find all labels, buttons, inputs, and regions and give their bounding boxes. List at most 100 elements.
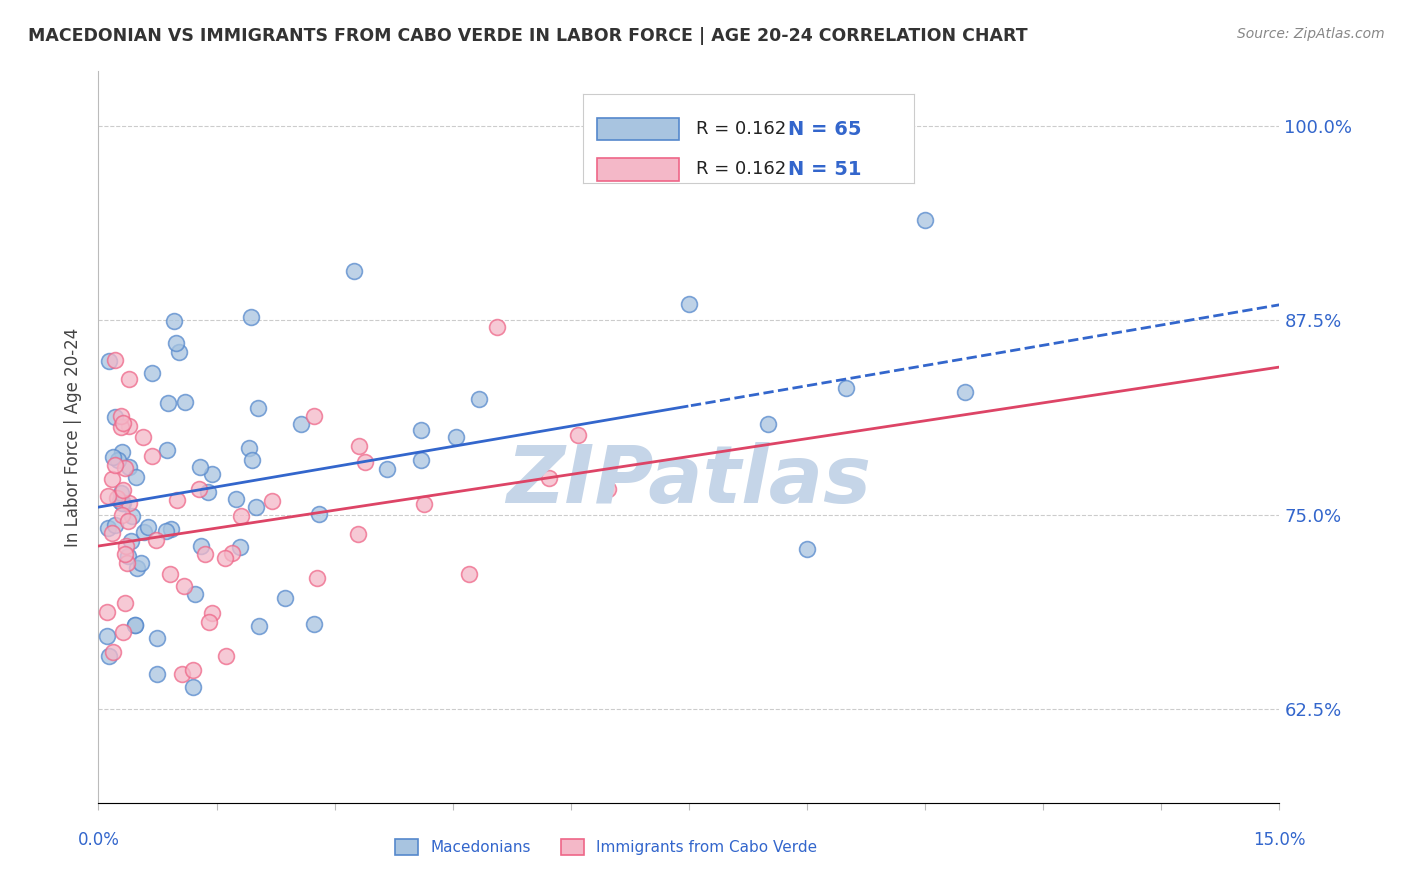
Point [215, 649, 238, 664]
Point [111, 416, 134, 430]
Point [240, 453, 263, 467]
Point [174, 395, 197, 409]
Point [308, 507, 330, 521]
Point [375, 462, 398, 476]
Point [194, 547, 217, 561]
Point [97, 521, 120, 535]
Point [347, 439, 370, 453]
Point [96, 629, 118, 643]
Point [197, 485, 219, 500]
Point [458, 566, 481, 581]
Point [103, 352, 125, 367]
Bar [596, 158, 679, 180]
Text: N = 65: N = 65 [789, 120, 862, 139]
Point [225, 491, 247, 506]
Point [101, 526, 124, 541]
Point [118, 372, 141, 386]
Point [145, 666, 167, 681]
Point [107, 453, 129, 467]
Point [238, 442, 260, 456]
Point [167, 345, 190, 359]
Point [229, 541, 252, 555]
Point [136, 520, 159, 534]
Text: 15.0%: 15.0% [1253, 830, 1306, 849]
Point [173, 579, 195, 593]
Point [97, 490, 120, 504]
Point [104, 458, 127, 473]
Point [260, 494, 283, 508]
Point [678, 297, 700, 311]
Bar [596, 119, 679, 140]
Point [187, 482, 209, 496]
Point [835, 380, 858, 394]
Point [146, 632, 169, 646]
Point [127, 561, 149, 575]
Point [111, 483, 134, 498]
Point [165, 335, 187, 350]
Point [104, 410, 127, 425]
Point [598, 482, 620, 496]
Point [343, 264, 366, 278]
Point [181, 680, 204, 694]
Point [160, 522, 183, 536]
Text: 0.0%: 0.0% [77, 830, 120, 849]
Point [120, 534, 142, 549]
Point [105, 491, 128, 505]
Point [111, 496, 134, 510]
Point [347, 527, 370, 541]
Point [537, 471, 560, 485]
Point [756, 417, 779, 431]
Point [156, 442, 179, 457]
Point [468, 392, 491, 406]
Point [103, 645, 125, 659]
Point [97, 353, 120, 368]
Point [247, 619, 270, 633]
Point [163, 313, 186, 327]
Point [111, 508, 134, 523]
Point [914, 213, 936, 227]
Point [221, 546, 243, 560]
Point [108, 493, 131, 508]
Point [124, 618, 146, 632]
Point [567, 427, 589, 442]
Point [141, 366, 163, 380]
Point [409, 453, 432, 467]
Point [183, 587, 205, 601]
Point [112, 496, 135, 510]
Text: MACEDONIAN VS IMMIGRANTS FROM CABO VERDE IN LABOR FORCE | AGE 20-24 CORRELATION : MACEDONIAN VS IMMIGRANTS FROM CABO VERDE… [28, 27, 1028, 45]
Point [304, 617, 326, 632]
Point [117, 514, 139, 528]
Point [302, 409, 325, 423]
Point [110, 420, 132, 434]
Point [170, 666, 193, 681]
Point [121, 509, 143, 524]
Point [181, 663, 204, 677]
Point [118, 496, 141, 510]
Point [118, 419, 141, 434]
Point [201, 467, 224, 482]
Point [114, 461, 136, 475]
Point [118, 460, 141, 475]
Point [953, 384, 976, 399]
Point [111, 444, 134, 458]
Point [141, 450, 163, 464]
Text: N = 51: N = 51 [789, 160, 862, 179]
Point [197, 615, 219, 630]
Point [307, 571, 329, 585]
Point [101, 450, 124, 464]
Point [110, 409, 132, 423]
Point [117, 549, 139, 563]
Point [190, 539, 212, 553]
Point [166, 493, 188, 508]
Point [157, 396, 180, 410]
Point [110, 485, 132, 500]
Point [132, 525, 155, 540]
Point [104, 518, 127, 533]
Point [188, 459, 211, 474]
Point [112, 624, 135, 639]
Point [229, 508, 252, 523]
Point [409, 423, 432, 437]
Point [114, 596, 136, 610]
Point [124, 618, 146, 632]
Point [159, 566, 181, 581]
